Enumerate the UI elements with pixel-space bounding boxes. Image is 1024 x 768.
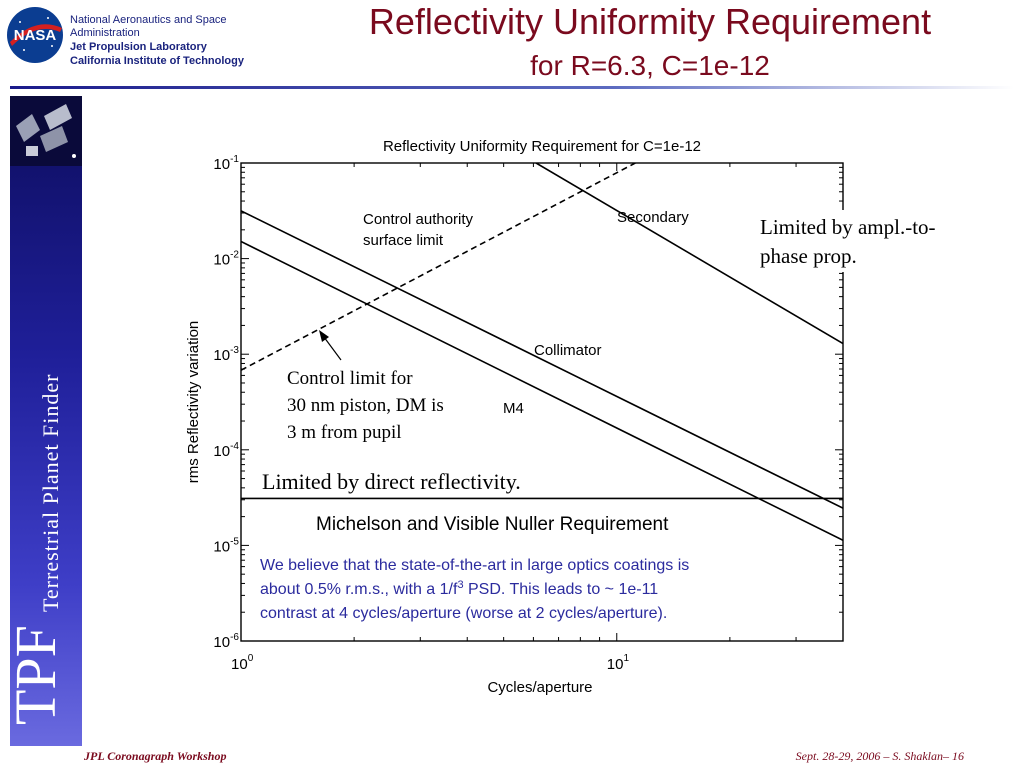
label-control-authority-2: surface limit <box>363 232 444 249</box>
label-m4: M4 <box>503 400 524 417</box>
annotation-ampl-1: Limited by ampl.-to- <box>760 215 936 239</box>
y-tick-label-2: 10-3 <box>213 345 239 364</box>
tpf-banner <box>10 96 82 746</box>
footer-right: Sept. 28-29, 2006 – S. Shaklan– 16 <box>795 749 964 763</box>
series-control <box>241 163 636 371</box>
nasa-logo: NASA <box>7 7 63 63</box>
series-collimator <box>241 210 843 509</box>
page-title: Reflectivity Uniformity Requirement <box>368 1 932 42</box>
chart-title: Reflectivity Uniformity Requirement for … <box>383 138 701 155</box>
annotation-direct: Limited by direct reflectivity. <box>262 469 521 494</box>
org-line-2: Administration <box>70 27 140 39</box>
annotation-piston-3: 3 m from pupil <box>287 422 402 443</box>
y-tick-label-4: 10-5 <box>213 536 239 555</box>
nasa-logo-text: NASA <box>14 27 57 44</box>
note-line-3: contrast at 4 cycles/aperture (worse at … <box>260 605 667 622</box>
org-line-4: California Institute of Technology <box>70 55 244 67</box>
org-line-1: National Aeronautics and Space <box>70 14 227 26</box>
header-rule <box>10 86 1014 89</box>
y-tick-label-5: 10-6 <box>213 632 239 651</box>
y-tick-label-0: 10-1 <box>213 154 239 173</box>
annotation-piston-2: 30 nm piston, DM is <box>287 395 444 416</box>
label-collimator: Collimator <box>534 342 602 359</box>
label-requirement: Michelson and Visible Nuller Requirement <box>316 514 669 535</box>
y-tick-label-1: 10-2 <box>213 250 239 269</box>
note-line-1: We believe that the state-of-the-art in … <box>260 557 689 574</box>
ampl-annotation-bg <box>755 210 985 272</box>
annotation-piston-1: Control limit for <box>287 368 413 389</box>
footer-left: JPL Coronagraph Workshop <box>84 749 227 763</box>
spacecraft-image <box>10 96 82 166</box>
y-tick-label-3: 10-4 <box>213 441 239 460</box>
series-m4 <box>241 240 843 542</box>
plot-frame <box>240 162 844 642</box>
label-control-authority-1: Control authority <box>363 211 474 228</box>
x-tick-label-0: 100 <box>231 653 254 673</box>
note-line-2: about 0.5% r.m.s., with a 1/f3 PSD. This… <box>260 579 658 598</box>
x-tick-label-1: 101 <box>607 653 630 673</box>
piston-arrow-head <box>319 330 329 342</box>
series-secondary <box>535 163 843 345</box>
x-axis-label: Cycles/aperture <box>487 679 592 696</box>
label-secondary: Secondary <box>617 209 689 226</box>
org-line-3: Jet Propulsion Laboratory <box>70 41 207 53</box>
annotation-ampl-2: phase prop. <box>760 244 857 268</box>
page-subtitle: for R=6.3, C=1e-12 <box>530 50 770 81</box>
y-axis-label: rms Reflectivity variation <box>185 321 202 484</box>
